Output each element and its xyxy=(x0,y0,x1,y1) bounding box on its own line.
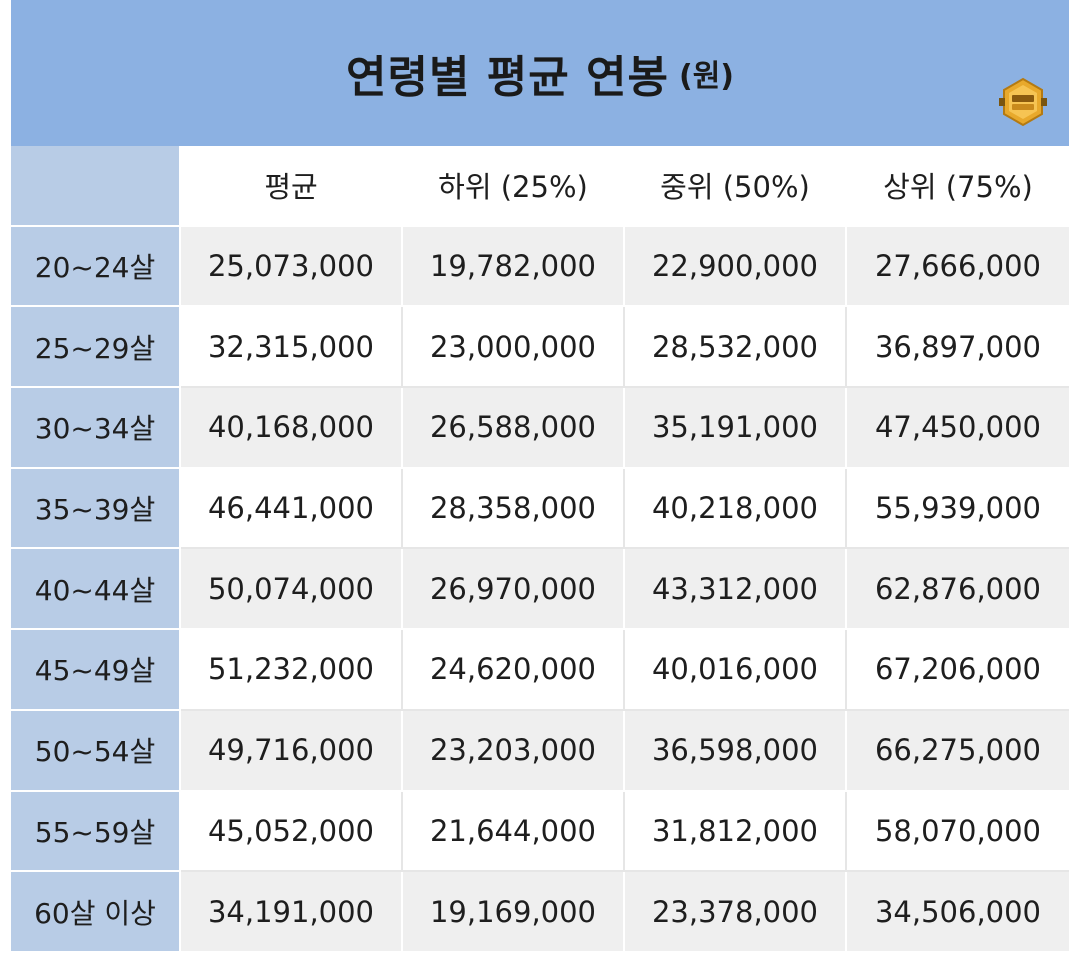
honey-tip-logo-icon xyxy=(999,77,1047,127)
table-cell: 40,016,000 xyxy=(625,630,847,711)
row-label: 45~49살 xyxy=(11,630,181,711)
table-cell: 31,812,000 xyxy=(625,791,847,873)
table-cell: 47,450,000 xyxy=(847,388,1069,469)
row-label: 25~29살 xyxy=(11,307,181,389)
table-cell: 43,312,000 xyxy=(625,549,847,631)
salary-table: 평균 하위 (25%) 중위 (50%) 상위 (75%) 20~24살 25,0… xyxy=(11,146,1069,953)
column-header: 상위 (75%) xyxy=(847,146,1069,227)
row-label: 55~59살 xyxy=(11,791,181,873)
table-row: 20~24살 25,073,000 19,782,000 22,900,000 27,6… xyxy=(11,226,1069,308)
column-header: 평균 xyxy=(181,146,403,227)
table-cell: 24,620,000 xyxy=(403,630,625,711)
table-row: 40~44살 50,074,000 26,970,000 43,312,000 62,8… xyxy=(11,549,1069,631)
table-cell: 19,782,000 xyxy=(403,226,625,308)
unit-label: (원) xyxy=(678,59,735,94)
table-row: 25~29살 32,315,000 23,000,000 28,532,000 36,8… xyxy=(11,307,1069,389)
table-row: 60살 이상 34,191,000 19,169,000 23,378,000 34,5… xyxy=(11,872,1069,953)
row-label: 20~24살 xyxy=(11,226,181,308)
table-cell: 67,206,000 xyxy=(847,630,1069,711)
table-cell: 28,358,000 xyxy=(403,468,625,550)
table-cell: 51,232,000 xyxy=(181,630,403,711)
table-cell: 19,169,000 xyxy=(403,872,625,953)
table-cell: 66,275,000 xyxy=(847,710,1069,792)
row-label: 30~34살 xyxy=(11,388,181,469)
table-cell: 34,191,000 xyxy=(181,872,403,953)
table-header-row: 평균 하위 (25%) 중위 (50%) 상위 (75%) xyxy=(11,146,1069,227)
table-cell: 21,644,000 xyxy=(403,791,625,873)
table-cell: 23,378,000 xyxy=(625,872,847,953)
table-cell: 22,900,000 xyxy=(625,226,847,308)
table-row: 30~34살 40,168,000 26,588,000 35,191,000 47,4… xyxy=(11,388,1069,469)
table-cell: 45,052,000 xyxy=(181,791,403,873)
table-cell: 23,000,000 xyxy=(403,307,625,389)
table-cell: 28,532,000 xyxy=(625,307,847,389)
table-cell: 50,074,000 xyxy=(181,549,403,631)
salary-table-figure: 연령별 평균 연봉 (원) 평균 하위 (25%) 중위 (50%) 상위 (7… xyxy=(11,0,1069,956)
table-cell: 36,598,000 xyxy=(625,710,847,792)
table-cell: 32,315,000 xyxy=(181,307,403,389)
table-cell: 34,506,000 xyxy=(847,872,1069,953)
chart-title: 연령별 평균 연봉 xyxy=(345,52,669,103)
column-header: 하위 (25%) xyxy=(403,146,625,227)
table-cell: 49,716,000 xyxy=(181,710,403,792)
title-banner: 연령별 평균 연봉 (원) xyxy=(11,0,1069,146)
table-cell: 40,218,000 xyxy=(625,468,847,550)
table-row: 45~49살 51,232,000 24,620,000 40,016,000 67,2… xyxy=(11,630,1069,711)
table-cell: 46,441,000 xyxy=(181,468,403,550)
table-cell: 55,939,000 xyxy=(847,468,1069,550)
table-cell: 58,070,000 xyxy=(847,791,1069,873)
corner-cell xyxy=(11,146,181,227)
table-cell: 26,970,000 xyxy=(403,549,625,631)
table-cell: 35,191,000 xyxy=(625,388,847,469)
table-cell: 25,073,000 xyxy=(181,226,403,308)
table-cell: 40,168,000 xyxy=(181,388,403,469)
table-cell: 23,203,000 xyxy=(403,710,625,792)
table-row: 55~59살 45,052,000 21,644,000 31,812,000 58,0… xyxy=(11,791,1069,873)
table-row: 35~39살 46,441,000 28,358,000 40,218,000 55,9… xyxy=(11,468,1069,550)
row-label: 40~44살 xyxy=(11,549,181,631)
row-label: 60살 이상 xyxy=(11,872,181,953)
table-cell: 36,897,000 xyxy=(847,307,1069,389)
table-row: 50~54살 49,716,000 23,203,000 36,598,000 66,2… xyxy=(11,710,1069,792)
table-cell: 27,666,000 xyxy=(847,226,1069,308)
row-label: 50~54살 xyxy=(11,710,181,792)
column-header: 중위 (50%) xyxy=(625,146,847,227)
row-label: 35~39살 xyxy=(11,468,181,550)
table-cell: 26,588,000 xyxy=(403,388,625,469)
table-cell: 62,876,000 xyxy=(847,549,1069,631)
